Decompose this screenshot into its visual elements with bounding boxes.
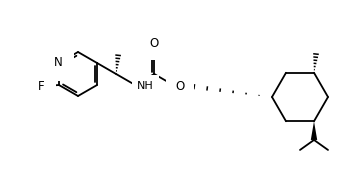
Text: F: F bbox=[38, 80, 44, 94]
Polygon shape bbox=[311, 121, 317, 140]
Text: O: O bbox=[175, 79, 184, 93]
Text: NH: NH bbox=[137, 81, 154, 91]
Text: N: N bbox=[54, 56, 62, 69]
Text: O: O bbox=[150, 37, 159, 50]
